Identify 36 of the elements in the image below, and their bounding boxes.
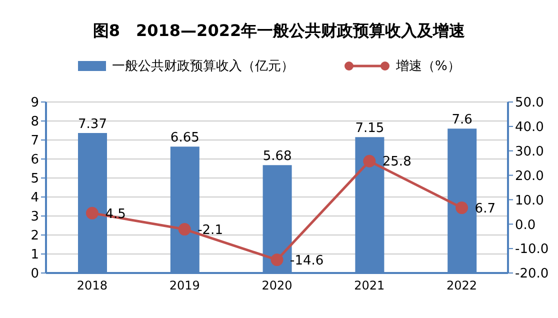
y-tick-label: 9	[30, 96, 39, 111]
data-label: 7.6	[452, 112, 472, 128]
y2-tick-label: 30.0	[515, 144, 544, 160]
y-tick-label: 0	[30, 266, 39, 282]
y2-tick-label: -20.0	[515, 266, 549, 282]
y2-tick-label: 10.0	[515, 193, 544, 208]
data-label: 6.65	[170, 130, 200, 146]
point	[456, 202, 468, 214]
chart-title: 图8 2018—2022年一般公共财政预算收入及增速	[92, 20, 466, 42]
y-tick-label: 2	[30, 228, 39, 244]
x-tick-label: 2019	[169, 278, 200, 293]
data-label: 7.37	[78, 116, 107, 132]
data-label: 5.68	[262, 149, 292, 164]
y2-tick-label: -10.0	[515, 242, 549, 258]
y2-tick-label: 40.0	[515, 120, 544, 136]
y2-tick-label: 0.0	[515, 218, 536, 233]
y-tick-label: 1	[30, 248, 39, 263]
y-tick-label: 5	[30, 172, 39, 187]
x-tick-label: 2022	[446, 278, 478, 293]
y-tick-label: 4	[30, 190, 39, 206]
y2-tick-label: 50.0	[515, 96, 544, 111]
y2-tick-label: 20.0	[515, 168, 544, 184]
x-tick-label: 2021	[354, 278, 385, 293]
data-label: 7.15	[355, 121, 384, 136]
y-tick-label: 7	[30, 134, 39, 149]
x-tick-label: 2020	[262, 278, 292, 293]
point	[178, 223, 191, 236]
point	[270, 254, 284, 266]
y-tick-label: 8	[30, 114, 39, 130]
point	[86, 206, 98, 220]
point	[363, 154, 376, 168]
legend-label: 一般公共财政预算收入（亿元）	[112, 58, 294, 75]
y-tick-label: 6	[30, 152, 39, 168]
y-tick-label: 3	[30, 210, 39, 225]
legend-label: 增速（%）	[396, 58, 460, 75]
x-tick-label: 2018	[76, 278, 108, 293]
